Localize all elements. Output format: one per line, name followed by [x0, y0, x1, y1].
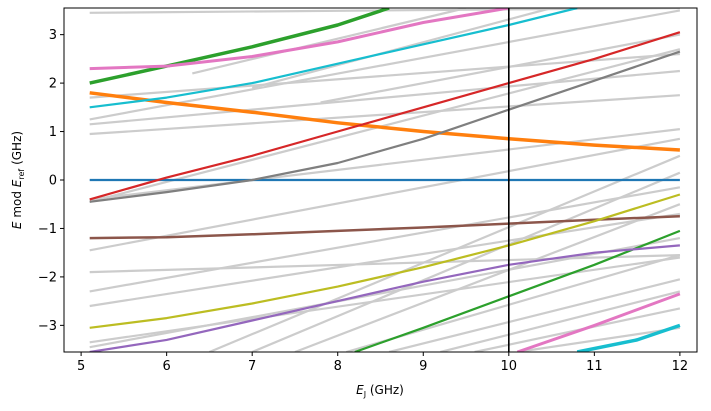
background-series-line-8 — [89, 94, 680, 136]
background-series-line-15 — [294, 203, 681, 352]
background-series-line-22 — [251, 8, 552, 89]
y-tick-label: 1 — [49, 125, 57, 140]
background-series-line-1 — [89, 256, 681, 344]
background-series-line-21 — [192, 8, 467, 75]
x-tick-label: 10 — [501, 359, 518, 374]
background-series-line-20 — [517, 326, 681, 352]
x-tick-label: 9 — [419, 359, 427, 374]
y-axis-label: E mod Eref (GHz) — [10, 131, 26, 229]
y-axis-label-sub: ref — [17, 169, 26, 180]
y-axis-label-mid: mod — [10, 187, 24, 221]
background-series-line-18 — [440, 290, 681, 352]
y-axis-label-main: E — [10, 221, 24, 229]
series-line-5 — [89, 50, 681, 203]
series-line-4 — [89, 31, 681, 201]
background-series-line-23 — [320, 33, 681, 104]
background-series-line-11 — [89, 52, 680, 99]
x-axis-label: EJ (GHz) — [356, 383, 404, 399]
background-series-line-2 — [89, 212, 681, 308]
series-line-7 — [516, 292, 681, 352]
background-series-line-5 — [89, 137, 681, 252]
x-tick-label: 7 — [248, 359, 256, 374]
x-axis-label-unit: (GHz) — [366, 383, 404, 397]
series-line-11 — [89, 193, 681, 329]
plot-area — [89, 8, 681, 352]
x-tick-label: 6 — [163, 359, 171, 374]
x-axis-label-main: E — [356, 383, 364, 397]
series-line-12 — [89, 244, 680, 352]
background-series-line-6 — [89, 48, 681, 203]
background-series-group — [89, 8, 681, 352]
series-line-1 — [89, 91, 681, 152]
background-series-line-14 — [251, 171, 681, 352]
background-series-line-13 — [208, 154, 681, 352]
series-line-10 — [89, 215, 680, 240]
x-tick-label: 5 — [77, 359, 85, 374]
y-axis-ticks: −3 −2 −1 0 1 2 3 — [38, 28, 64, 334]
y-tick-label: −2 — [38, 270, 57, 285]
background-series-line-3 — [89, 186, 681, 293]
x-axis-ticks: 5 6 7 8 9 10 11 12 — [77, 352, 688, 374]
y-tick-label: −1 — [38, 222, 57, 237]
background-series-line-17 — [388, 278, 681, 352]
background-series-line-10 — [89, 9, 681, 121]
y-tick-label: 2 — [49, 77, 57, 92]
series-line-6 — [89, 8, 510, 71]
y-tick-label: 0 — [49, 174, 57, 189]
background-series-line-7 — [89, 128, 681, 201]
x-axis-label-sub: J — [363, 390, 366, 399]
series-line-2 — [89, 8, 390, 85]
y-tick-label: −3 — [38, 319, 57, 334]
background-series-line-4 — [89, 254, 680, 274]
series-line-9 — [576, 323, 681, 352]
x-tick-label: 8 — [334, 359, 342, 374]
y-tick-label: 3 — [49, 28, 57, 43]
y-axis-label-main2: E — [10, 179, 24, 187]
x-tick-label: 12 — [672, 359, 689, 374]
x-tick-label: 11 — [586, 359, 603, 374]
background-series-line-9 — [89, 69, 680, 126]
y-axis-label-unit: (GHz) — [10, 131, 24, 169]
